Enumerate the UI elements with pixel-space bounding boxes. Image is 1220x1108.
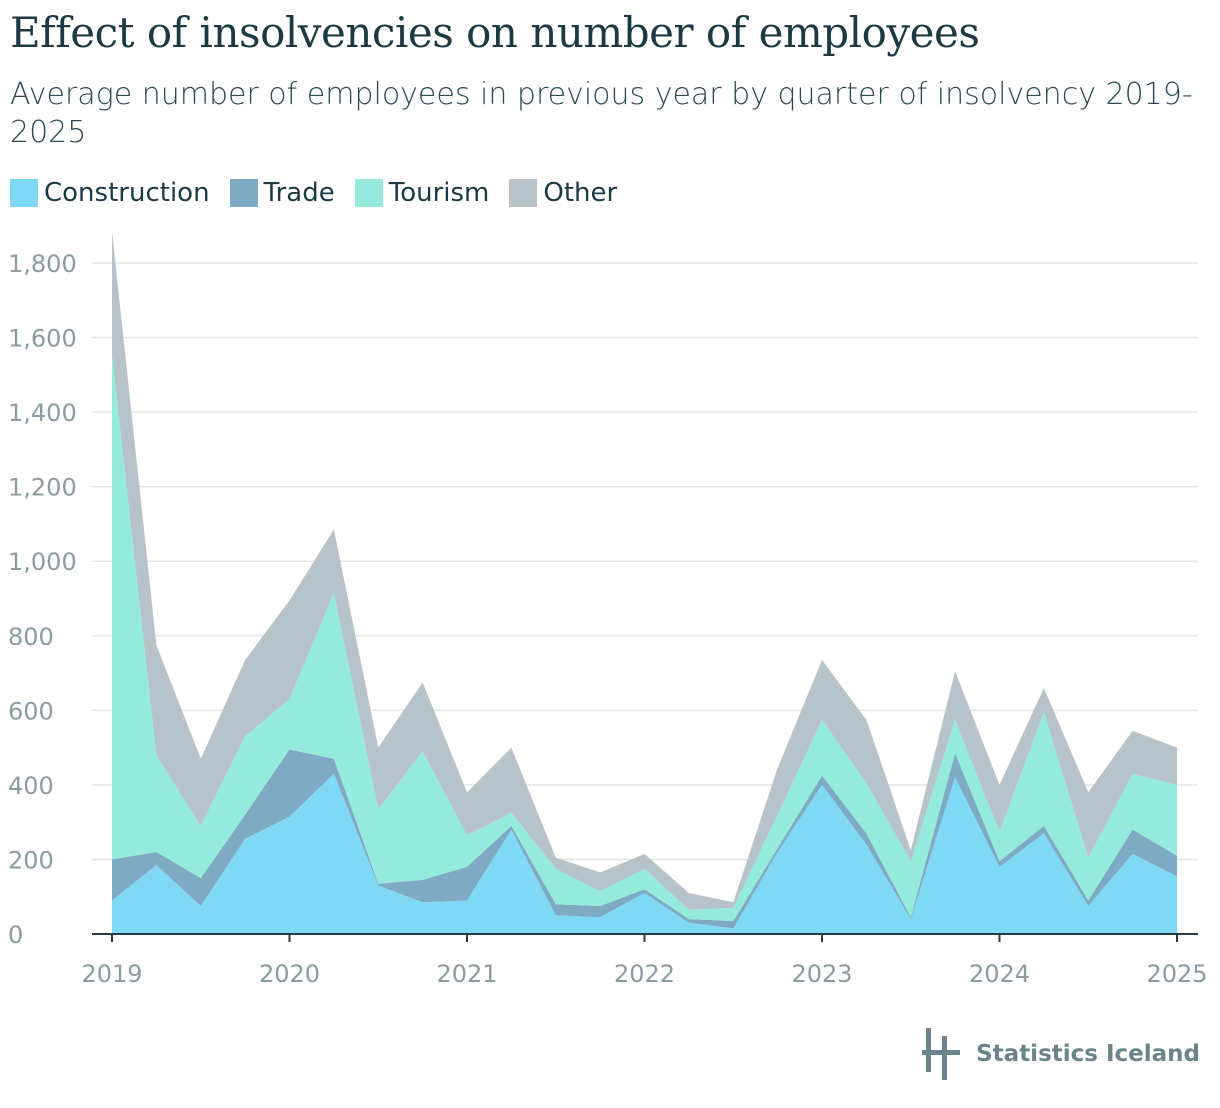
x-tick-label: 2024 — [969, 960, 1030, 988]
area-trade[interactable] — [112, 749, 1177, 929]
area-construction[interactable] — [112, 773, 1177, 934]
legend-swatch-other — [509, 179, 538, 207]
x-tick-label: 2020 — [259, 960, 320, 988]
x-tick-label: 2019 — [81, 960, 142, 988]
y-tick-label: 1,200 — [8, 474, 77, 502]
statistics-iceland-logo-icon — [922, 1028, 961, 1080]
chart-legend: Construction Trade Tourism Other — [10, 178, 637, 208]
y-tick-label: 1,400 — [8, 399, 77, 427]
area-other[interactable] — [112, 231, 1177, 910]
legend-swatch-tourism — [354, 179, 383, 207]
y-tick-label: 1,000 — [8, 548, 77, 576]
x-tick-label: 2023 — [791, 960, 852, 988]
x-tick-label: 2025 — [1146, 960, 1207, 988]
legend-item-construction[interactable]: Construction — [10, 178, 210, 208]
area-series — [112, 231, 1177, 934]
legend-item-tourism[interactable]: Tourism — [354, 178, 490, 208]
x-tick-label: 2022 — [614, 960, 675, 988]
y-tick-label: 200 — [8, 846, 54, 874]
y-tick-label: 1,800 — [8, 250, 77, 278]
legend-swatch-construction — [10, 179, 38, 207]
legend-label: Tourism — [388, 178, 490, 208]
legend-swatch-trade — [229, 179, 258, 207]
y-tick-label: 0 — [8, 921, 23, 949]
chart-title: Effect of insolvencies on number of empl… — [10, 8, 980, 57]
y-tick-label: 600 — [8, 697, 54, 725]
legend-label: Other — [543, 178, 618, 208]
legend-label: Trade — [263, 178, 335, 208]
axes: 0 200 400 600 800 1,000 1,200 1,400 1,600 1,800 20… — [8, 250, 1208, 988]
legend-label: Construction — [44, 178, 210, 208]
y-tick-label: 800 — [8, 623, 54, 651]
area-tourism[interactable] — [112, 354, 1177, 921]
brand-name: Statistics Iceland — [976, 1041, 1200, 1067]
stacked-area-chart: 0 200 400 600 800 1,000 1,200 1,400 1,600 1,800 20… — [8, 231, 1208, 988]
y-tick-label: 1,600 — [8, 325, 77, 353]
chart-subtitle: Average number of employees in previous … — [10, 77, 1193, 150]
legend-item-trade[interactable]: Trade — [229, 178, 335, 208]
legend-item-other[interactable]: Other — [509, 178, 617, 208]
x-tick-label: 2021 — [436, 960, 497, 988]
y-tick-label: 400 — [8, 772, 54, 800]
brand-footer: Statistics Iceland — [922, 1028, 1200, 1080]
